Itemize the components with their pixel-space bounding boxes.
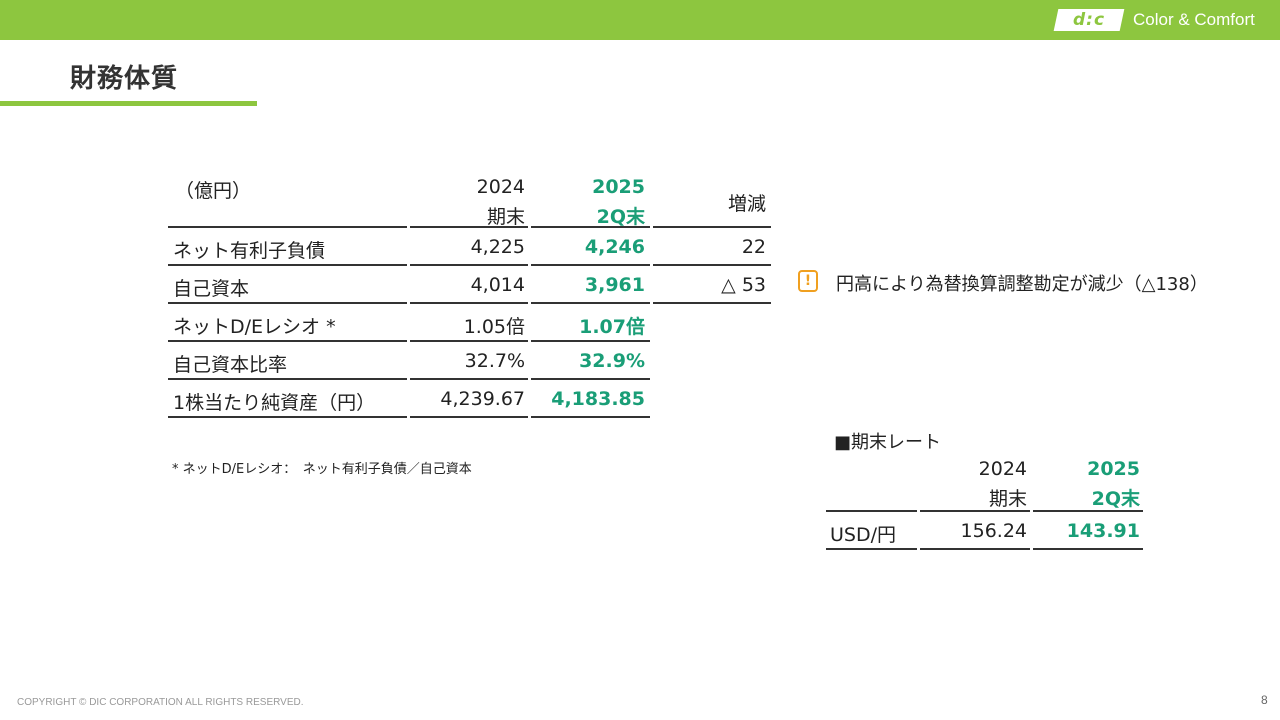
bps-2024: 4,239.67 xyxy=(440,388,525,410)
table-rule xyxy=(168,378,407,380)
equity-2024: 4,014 xyxy=(470,274,525,296)
de-ratio-2025: 1.07倍 xyxy=(579,316,645,338)
fx-note: 円高により為替換算調整勘定が減少（△138） xyxy=(836,274,1208,295)
de-ratio-2024: 1.05倍 xyxy=(463,316,525,338)
table-rule xyxy=(1033,510,1143,512)
equity-change: △ 53 xyxy=(721,274,766,296)
page-title: 財務体質 xyxy=(70,64,179,94)
row-label-equity-ratio: 自己資本比率 xyxy=(173,354,288,376)
table-rule xyxy=(410,226,528,228)
table-rule xyxy=(826,548,917,550)
equity-ratio-2025: 32.9% xyxy=(579,350,645,372)
table-rule xyxy=(410,264,528,266)
table-rule xyxy=(826,510,917,512)
table-rule xyxy=(168,226,407,228)
table-rule xyxy=(653,264,771,266)
table-rule xyxy=(920,548,1030,550)
col-header-2025-year: 2025 xyxy=(592,176,645,198)
col-header-2024-period: 期末 xyxy=(486,206,525,228)
table-rule xyxy=(168,340,407,342)
net-debt-2024: 4,225 xyxy=(470,236,525,258)
table-rule xyxy=(653,226,771,228)
exclamation-icon: ! xyxy=(798,270,818,292)
table-rule xyxy=(531,226,650,228)
rate-col-2024-period: 期末 xyxy=(988,488,1027,510)
table-rule xyxy=(653,302,771,304)
rate-col-2025-period: 2Q末 xyxy=(1091,488,1140,510)
net-debt-2025: 4,246 xyxy=(584,236,645,258)
table-rule xyxy=(168,416,407,418)
net-debt-change: 22 xyxy=(741,236,766,258)
rate-col-2024-year: 2024 xyxy=(978,458,1027,480)
table-rule xyxy=(1033,548,1143,550)
rate-row-label-usd: USD/円 xyxy=(830,524,896,546)
bps-2025: 4,183.85 xyxy=(551,388,645,410)
row-label-equity: 自己資本 xyxy=(173,278,250,300)
col-header-2024-year: 2024 xyxy=(476,176,525,198)
brand-tagline: Color & Comfort xyxy=(1133,10,1255,29)
page-number: 8 xyxy=(1261,693,1268,707)
table-rule xyxy=(531,416,650,418)
table-rule xyxy=(168,264,407,266)
unit-label: （億円） xyxy=(175,180,252,202)
title-underline xyxy=(0,101,257,106)
table-rule xyxy=(531,302,650,304)
col-header-change: 増減 xyxy=(727,193,766,215)
table-rule xyxy=(920,510,1030,512)
equity-2025: 3,961 xyxy=(584,274,645,296)
footnote: * ネットD/Eレシオ： ネット有利子負債／自己資本 xyxy=(172,462,472,477)
table-rule xyxy=(410,302,528,304)
header-bar: d:c Color & Comfort xyxy=(0,0,1280,40)
col-header-2025-period: 2Q末 xyxy=(596,206,645,228)
row-label-de-ratio: ネットD/Eレシオ * xyxy=(173,316,336,338)
equity-ratio-2024: 32.7% xyxy=(464,350,525,372)
dic-logo: d:c xyxy=(1053,9,1125,31)
row-label-bps: 1株当たり純資産（円） xyxy=(173,392,376,414)
table-rule xyxy=(168,302,407,304)
row-label-net-debt: ネット有利子負債 xyxy=(173,240,326,262)
table-rule xyxy=(410,340,528,342)
table-rule xyxy=(410,416,528,418)
table-rule xyxy=(531,378,650,380)
rate-table-title: ■期末レート xyxy=(834,432,942,453)
copyright-footer: COPYRIGHT © DIC CORPORATION ALL RIGHTS R… xyxy=(17,697,304,708)
rate-col-2025-year: 2025 xyxy=(1087,458,1140,480)
usd-rate-2024: 156.24 xyxy=(960,520,1027,542)
usd-rate-2025: 143.91 xyxy=(1066,520,1140,542)
table-rule xyxy=(531,264,650,266)
table-rule xyxy=(531,340,650,342)
table-rule xyxy=(410,378,528,380)
